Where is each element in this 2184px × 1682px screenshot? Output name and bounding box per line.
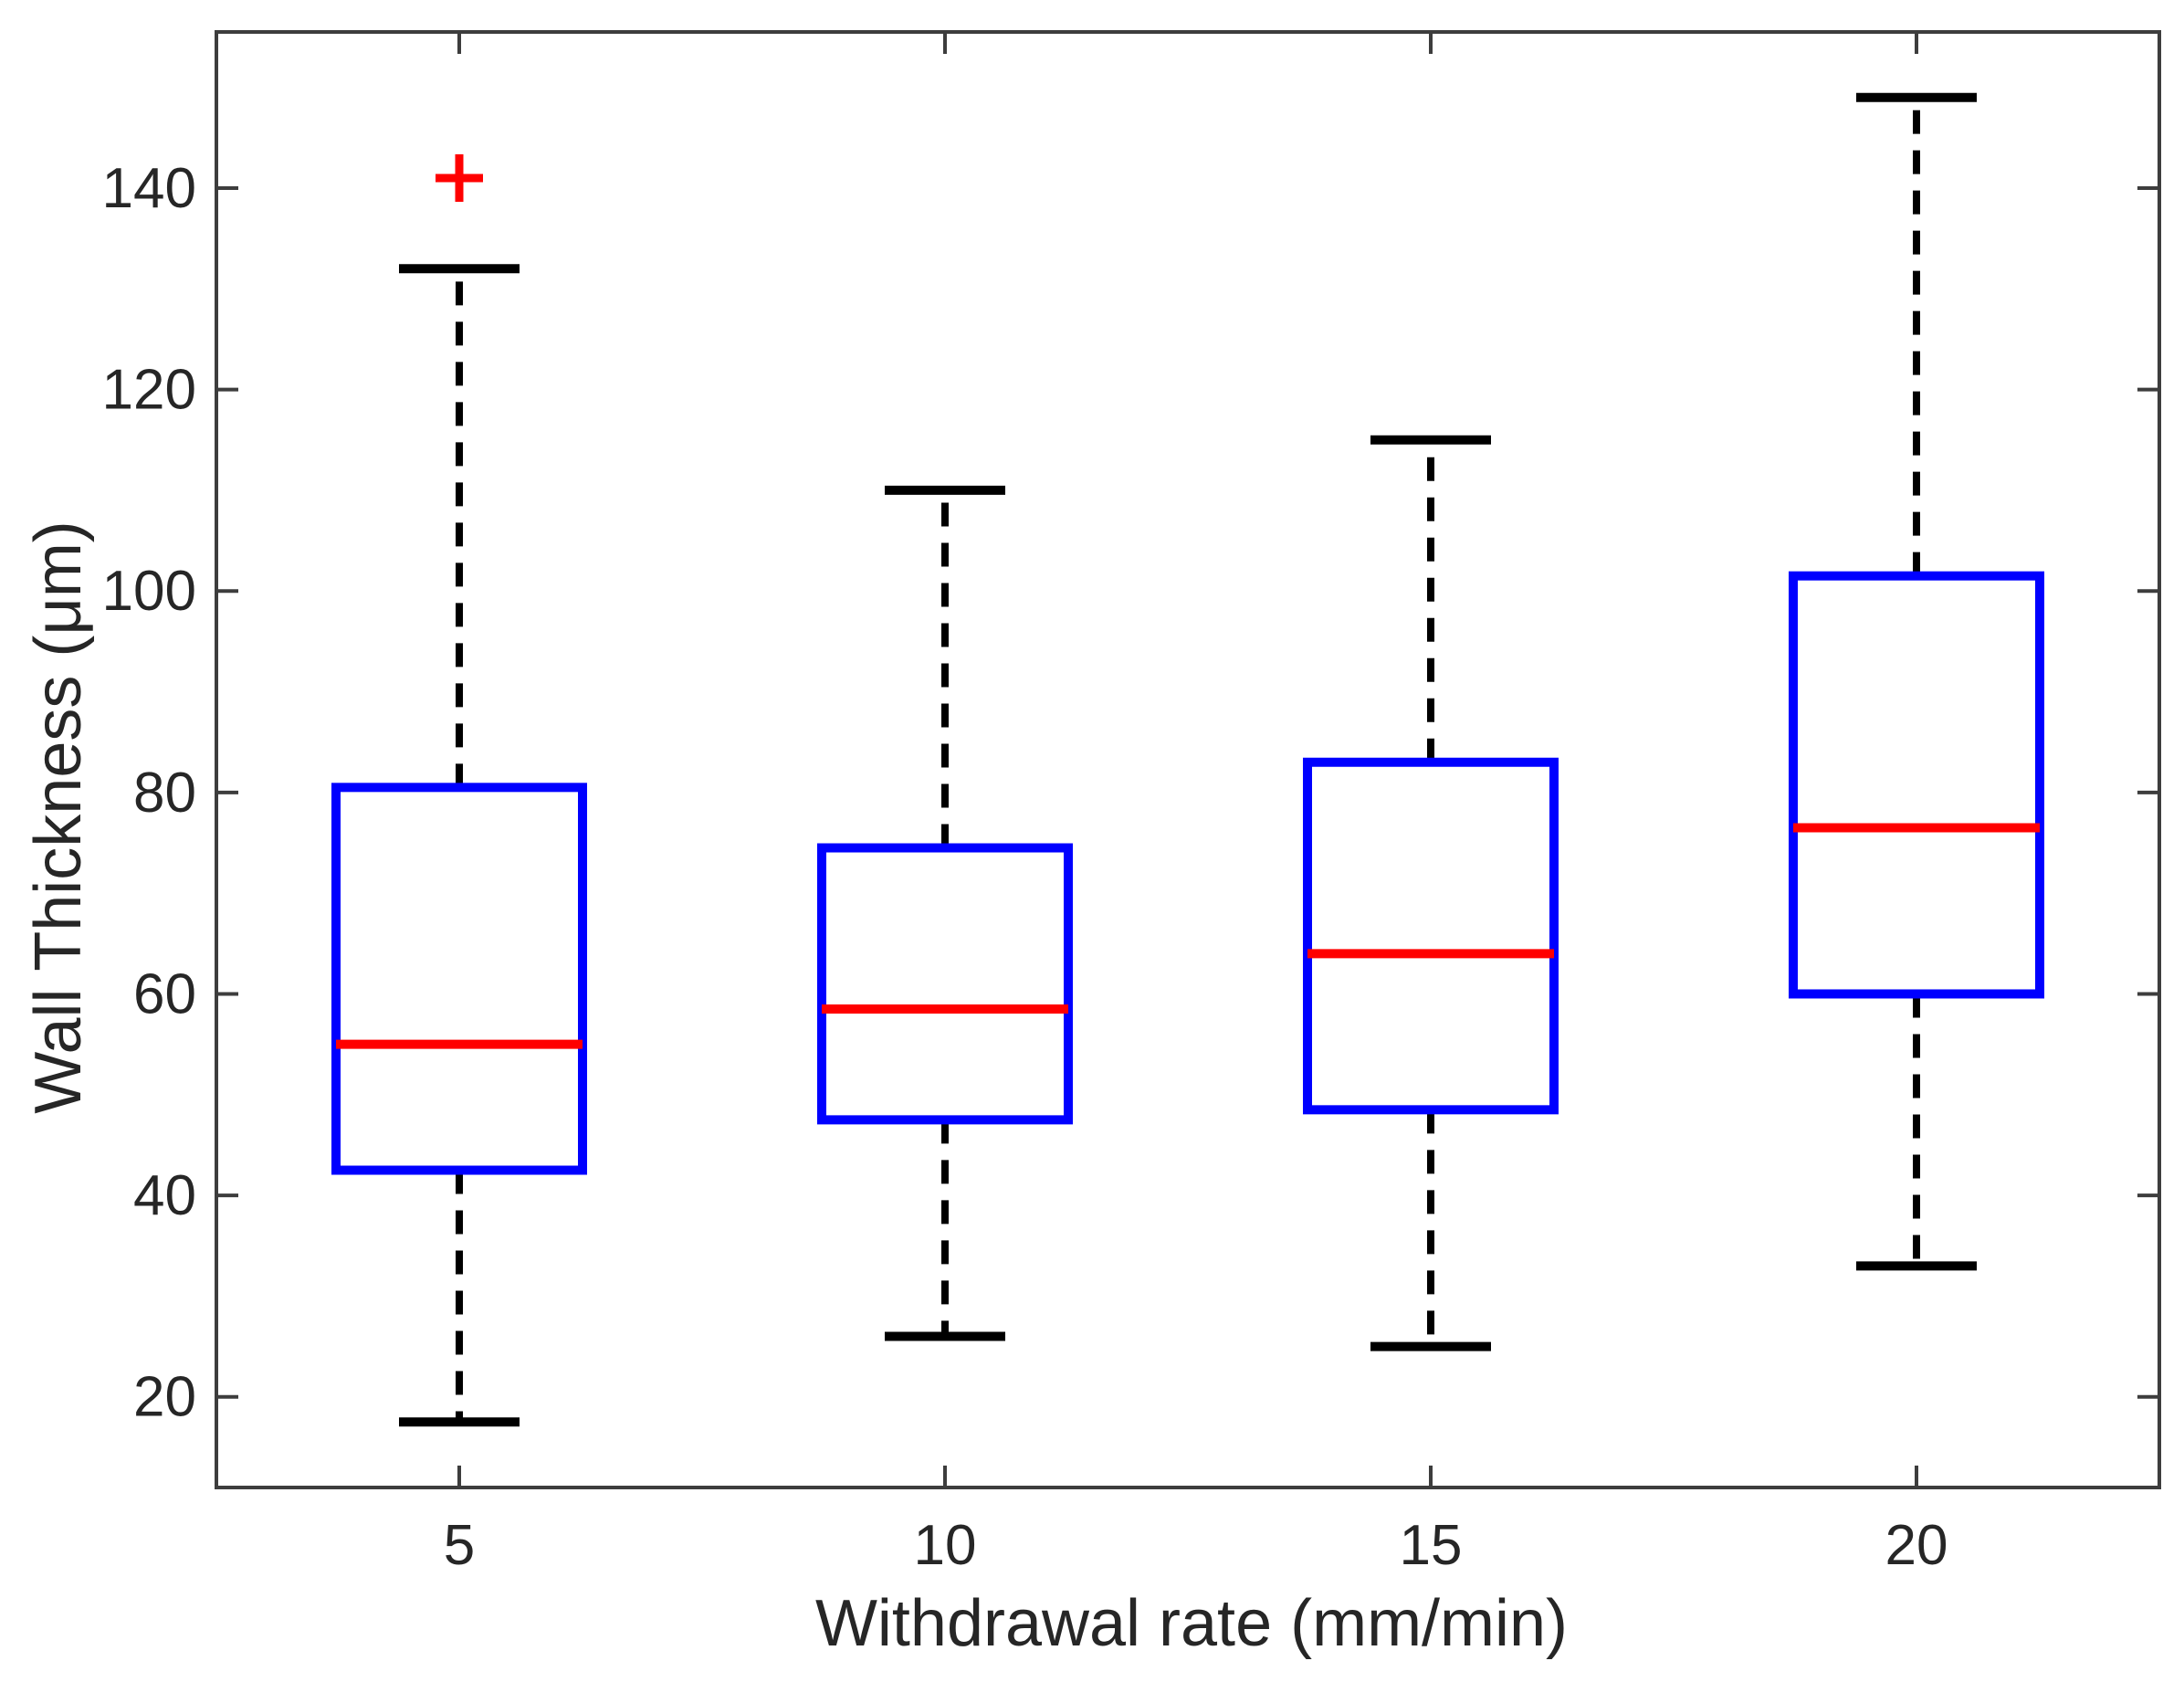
y-tick-label: 140 — [102, 157, 196, 220]
x-tick-label: 15 — [1400, 1514, 1463, 1577]
iqr-box — [1789, 571, 2044, 999]
box-group-10 — [817, 485, 1073, 1341]
y-axis-title: Wall Thickness (μm) — [22, 520, 95, 1114]
x-tick-label: 5 — [444, 1514, 475, 1577]
x-axis-title: Withdrawal rate (mm/min) — [815, 1587, 1568, 1660]
y-tick-label: 60 — [133, 962, 196, 1025]
y-tick-label: 120 — [102, 359, 196, 422]
iqr-box — [1303, 757, 1559, 1115]
plot-border — [215, 30, 2161, 1489]
y-tick-label: 100 — [102, 560, 196, 623]
iqr-box — [817, 843, 1073, 1125]
iqr-box — [331, 783, 587, 1175]
box-group-15 — [1303, 435, 1559, 1351]
x-tick-label: 20 — [1885, 1514, 1948, 1577]
y-tick-label: 80 — [133, 762, 196, 825]
plot-area: 20 40 60 80 100 120 140 5 10 15 20 — [102, 30, 2161, 1577]
y-tick-label: 40 — [133, 1164, 196, 1227]
box-group-5 — [331, 153, 587, 1427]
y-tick-label: 20 — [133, 1366, 196, 1429]
x-tick-label: 10 — [914, 1514, 977, 1577]
outlier-plus-icon — [436, 153, 483, 202]
box-group-20 — [1789, 92, 2044, 1271]
